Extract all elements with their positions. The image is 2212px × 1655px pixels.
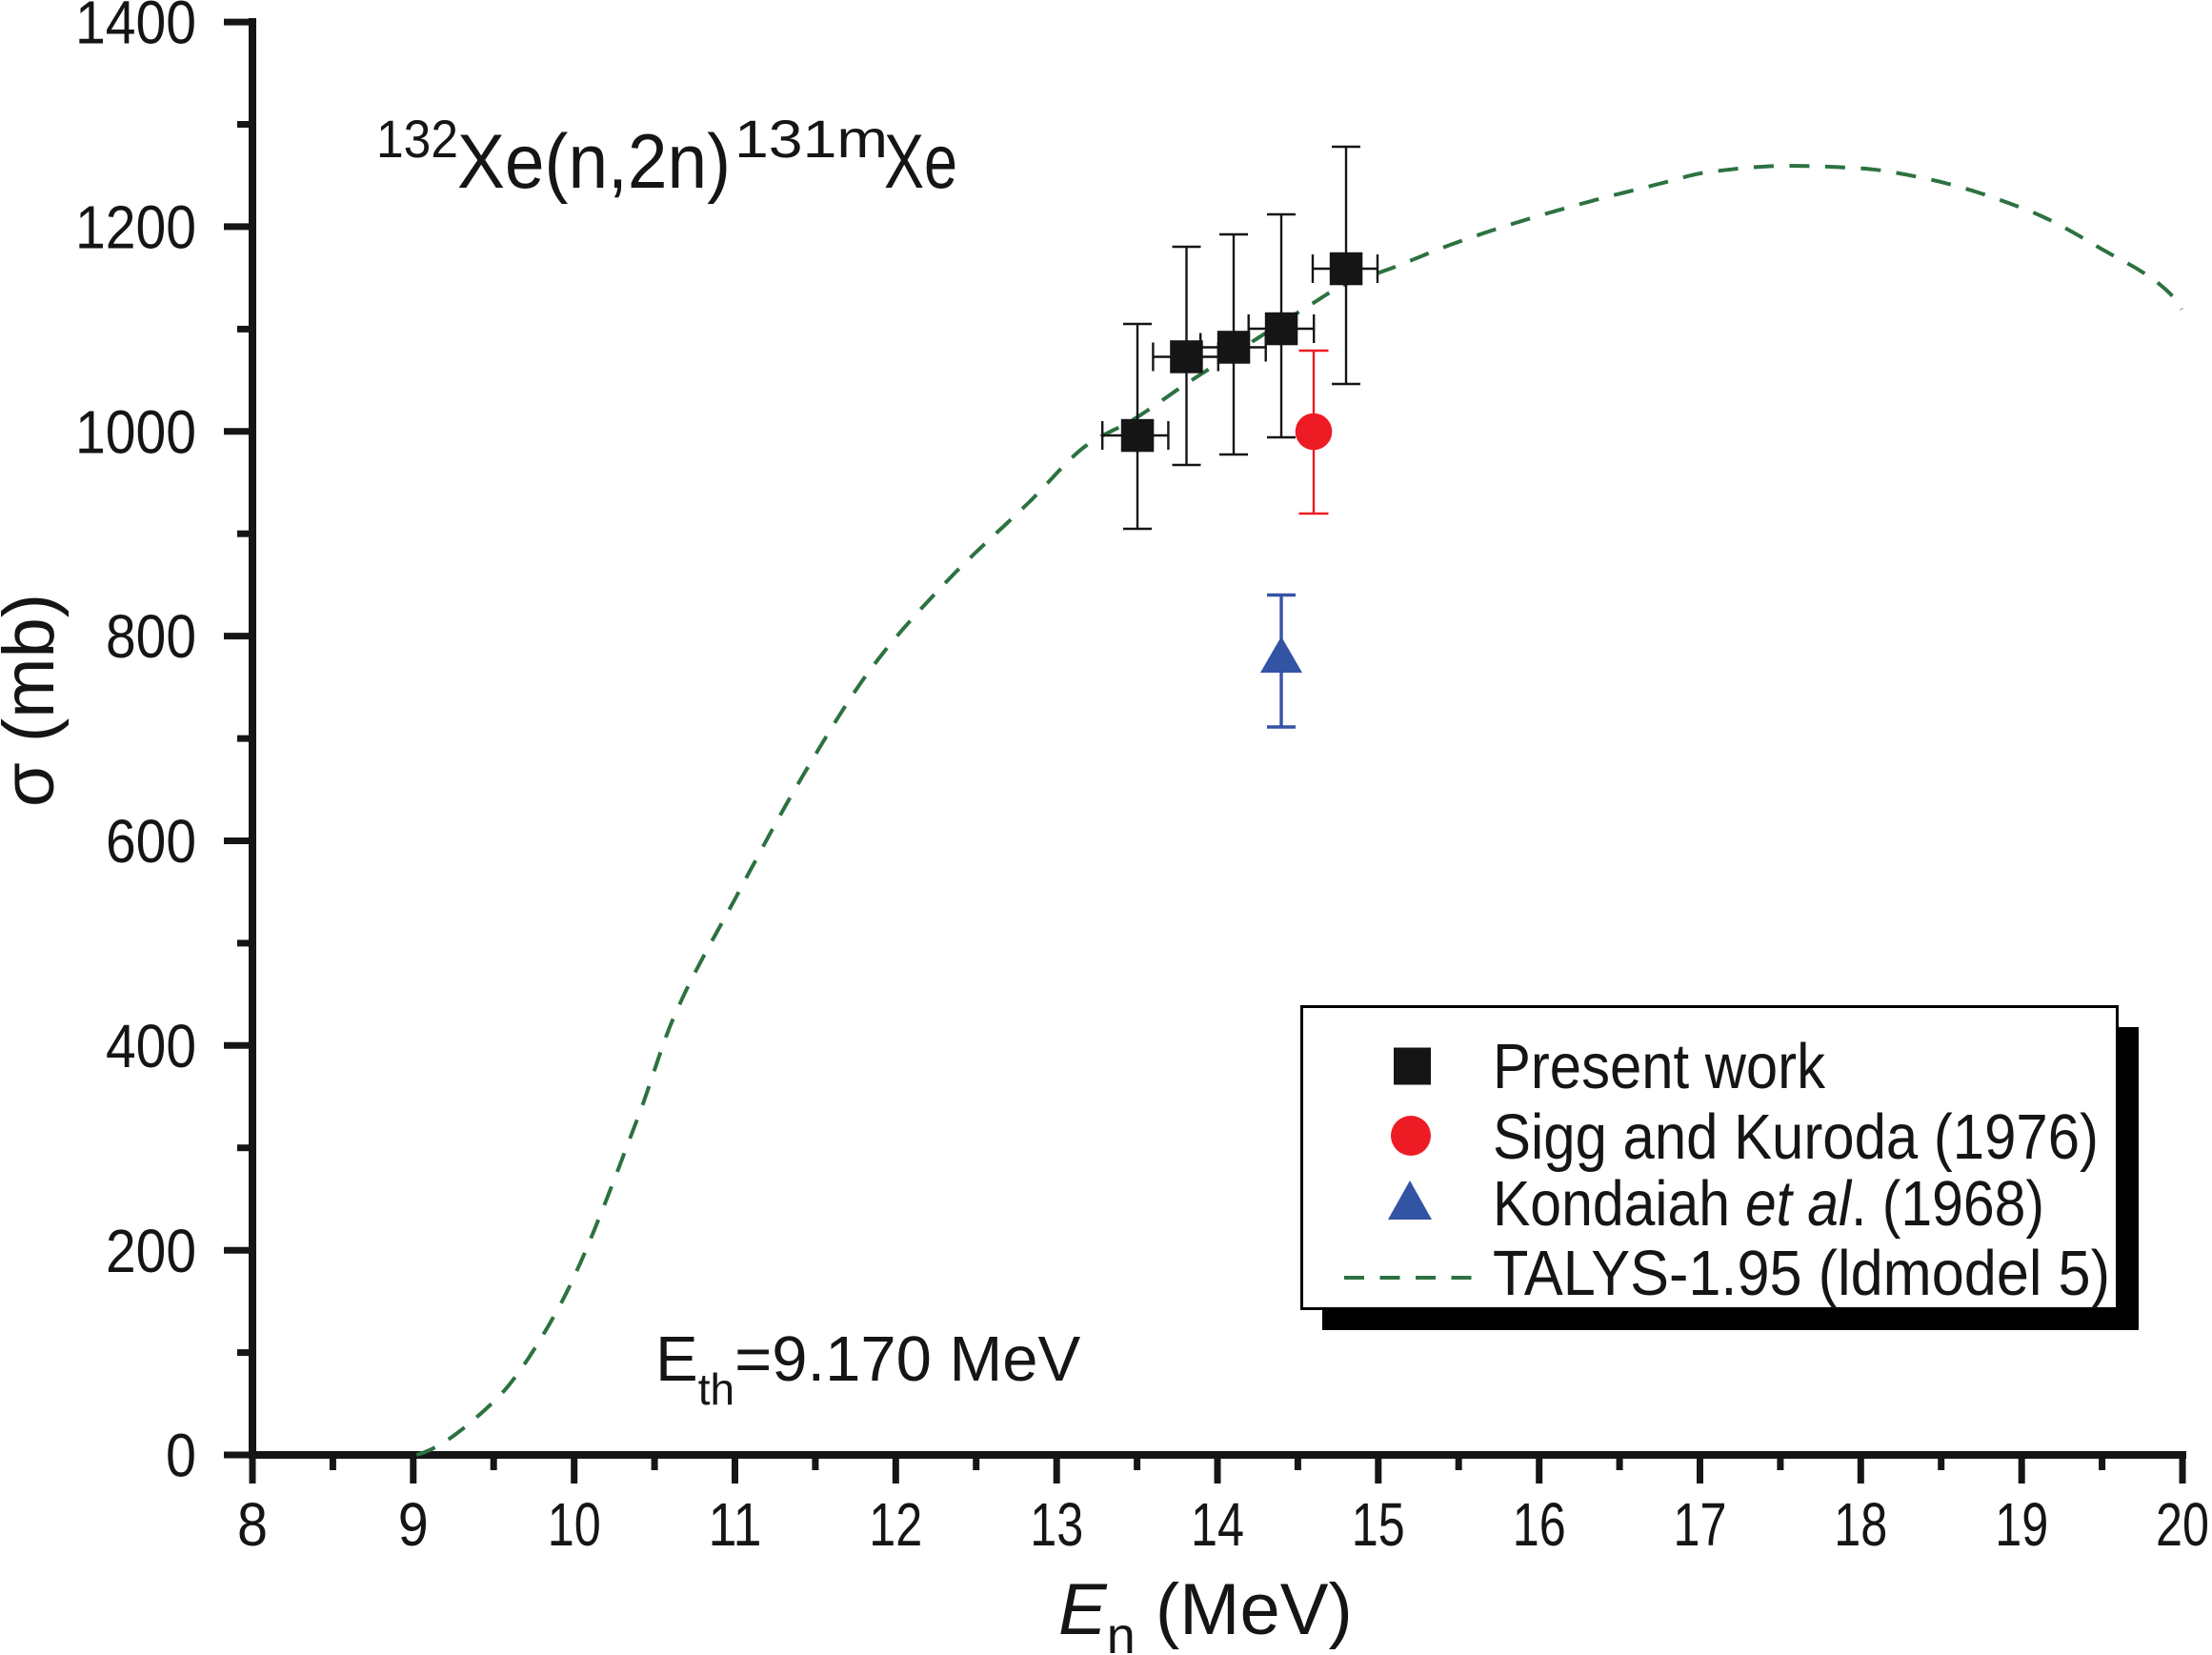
svg-text:En (MeV): En (MeV): [1058, 1569, 1353, 1655]
svg-text:13: 13: [1030, 1490, 1083, 1559]
svg-text:1200: 1200: [75, 193, 196, 262]
svg-text:11: 11: [709, 1490, 762, 1559]
svg-text:Sigg and Kuroda (1976): Sigg and Kuroda (1976): [1493, 1101, 2099, 1173]
svg-text:Xe(n,2n): Xe(n,2n): [457, 119, 731, 205]
svg-text:TALYS-1.95 (ldmodel 5): TALYS-1.95 (ldmodel 5): [1493, 1238, 2110, 1309]
svg-text:Xe: Xe: [884, 119, 957, 205]
svg-text:1000: 1000: [75, 397, 196, 466]
svg-text:10: 10: [548, 1490, 601, 1559]
svg-text:9: 9: [398, 1490, 429, 1559]
svg-text:400: 400: [106, 1012, 196, 1080]
svg-text:600: 600: [106, 807, 196, 876]
svg-text:14: 14: [1191, 1490, 1244, 1559]
svg-text:200: 200: [106, 1217, 196, 1285]
svg-text:800: 800: [106, 602, 196, 671]
svg-text:σ (mb): σ (mb): [0, 594, 70, 807]
svg-text:17: 17: [1674, 1490, 1727, 1559]
svg-text:20: 20: [2156, 1490, 2209, 1559]
svg-text:132: 132: [376, 109, 458, 169]
svg-text:Present work: Present work: [1493, 1031, 1825, 1102]
svg-text:Kondaiah: Kondaiah: [1493, 1168, 1730, 1240]
svg-text:16: 16: [1513, 1490, 1566, 1559]
svg-text:15: 15: [1352, 1490, 1405, 1559]
svg-text:131m: 131m: [734, 109, 888, 169]
svg-text:0: 0: [166, 1422, 196, 1490]
svg-text:18: 18: [1834, 1490, 1887, 1559]
svg-text:8: 8: [237, 1490, 268, 1559]
svg-text:. (1968): . (1968): [1851, 1168, 2044, 1240]
svg-text:19: 19: [1995, 1490, 2048, 1559]
svg-text:1400: 1400: [75, 0, 196, 57]
svg-text:et al: et al: [1745, 1168, 1853, 1240]
svg-text:12: 12: [869, 1490, 922, 1559]
